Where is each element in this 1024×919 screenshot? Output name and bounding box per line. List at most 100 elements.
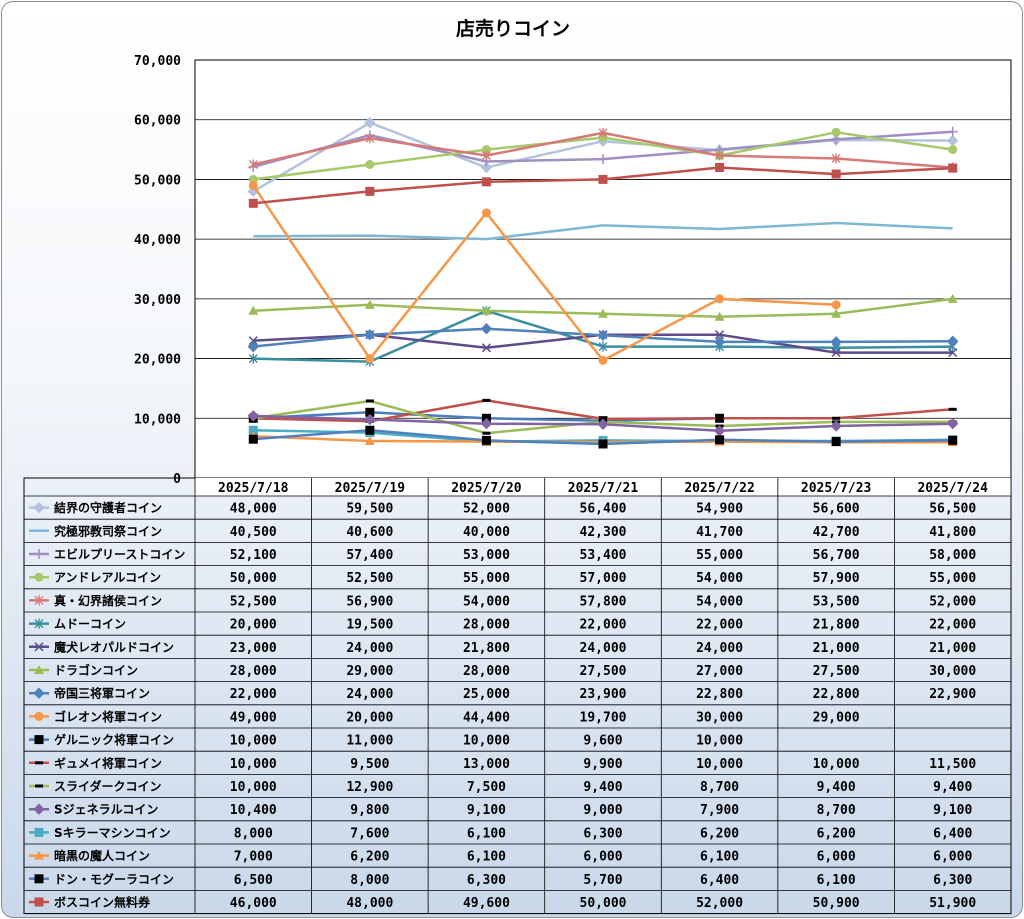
data-point (34, 874, 44, 884)
table-row: Sジェネラルコイン 10,400 9,800 9,100 9,000 7,900 8,700… (29, 803, 972, 818)
y-tick-label: 0 (173, 472, 181, 487)
series-name: 暗黒の魔人コイン (54, 848, 150, 863)
data-point (248, 336, 258, 346)
table-cell: 53,400 (580, 548, 627, 563)
data-point (365, 425, 375, 435)
data-point (947, 293, 958, 303)
table-cell: 56,600 (813, 502, 860, 517)
x-category-label: 2025/7/24 (917, 481, 988, 496)
table-cell: 22,000 (696, 618, 743, 633)
series-name: 真・幻界諸侯コイン (54, 593, 162, 608)
data-point (33, 687, 45, 699)
table-header-bg (195, 478, 1011, 496)
y-axis: 0 10,000 20,000 30,000 40,000 50,000 60,000 70,… (134, 54, 181, 487)
table-cell: 9,900 (583, 757, 622, 772)
table-cell: 6,000 (583, 850, 622, 865)
series-name: 結界の守護者コイン (54, 500, 162, 515)
table-cell: 25,000 (463, 687, 510, 702)
data-point (831, 437, 841, 447)
table-cell: 57,000 (580, 571, 627, 586)
table-cell: 9,600 (583, 734, 622, 749)
table-row: ゲルニック将軍コイン 10,000 11,000 10,000 9,600 10,000 (29, 732, 743, 749)
table-cell: 10,000 (230, 757, 277, 772)
table-row: 暗黒の魔人コイン 7,000 6,200 6,100 6,000 6,100 6,000 6,… (29, 848, 972, 865)
table-row: 帝国三将軍コイン 22,000 24,000 25,000 23,900 22,800 22… (29, 686, 976, 702)
data-point (481, 208, 491, 218)
data-point (34, 827, 44, 837)
table-cell: 21,800 (463, 641, 510, 656)
data-point (34, 618, 44, 629)
table-cell: 41,800 (929, 525, 976, 540)
table-cell: 50,000 (230, 571, 277, 586)
table-cell: 41,700 (696, 525, 743, 540)
table-cell: 10,000 (696, 757, 743, 772)
data-point (34, 642, 44, 652)
table-cell: 9,800 (350, 803, 389, 818)
table-cell: 52,500 (230, 594, 277, 609)
table-cell: 40,000 (463, 525, 510, 540)
x-category-label: 2025/7/18 (218, 481, 289, 496)
data-point (598, 355, 608, 365)
table-border (23, 477, 1012, 915)
table-cell: 56,700 (813, 548, 860, 563)
data-point (480, 323, 493, 335)
table-cell: 52,000 (463, 502, 510, 517)
data-point (482, 431, 491, 435)
series-name: Sキラーマシンコイン (54, 826, 171, 840)
table-cell: 24,000 (696, 641, 743, 656)
data-point (35, 761, 43, 765)
table-row: 魔犬レオパルドコイン 23,000 24,000 21,800 24,000 24,000… (29, 639, 976, 656)
data-point (34, 572, 44, 582)
series-name: スライダークコイン (54, 779, 162, 794)
series-name: ドン・モグーラコイン (54, 871, 174, 886)
table-cell: 48,000 (346, 896, 393, 911)
table-cell: 6,200 (817, 826, 856, 841)
table-cell: 52,500 (346, 571, 393, 586)
data-point (248, 434, 258, 444)
table-cell: 9,100 (933, 803, 972, 818)
data-point (365, 160, 375, 169)
data-point (831, 348, 841, 358)
table-cell: 28,000 (463, 664, 510, 679)
table-cell: 20,000 (346, 710, 393, 725)
table-cell: 8,700 (817, 803, 856, 818)
data-point (365, 399, 374, 403)
table-cell: 48,000 (230, 502, 277, 517)
table-cell: 40,600 (346, 525, 393, 540)
data-point (34, 595, 44, 606)
series-line (253, 221, 953, 241)
table-cell: 24,000 (346, 641, 393, 656)
data-point (248, 305, 259, 315)
table-cell: 30,000 (696, 710, 743, 725)
y-tick-label: 60,000 (134, 114, 181, 129)
table-cell: 49,600 (463, 896, 510, 911)
x-category-label: 2025/7/23 (801, 481, 871, 496)
series-name: エビルプリーストコイン (54, 547, 185, 562)
table-cell: 44,400 (463, 710, 510, 725)
data-point (831, 308, 842, 318)
table-cell: 27,000 (696, 664, 743, 679)
data-point (35, 784, 43, 788)
data-point (364, 435, 375, 445)
table-row: エビルプリーストコイン 52,100 57,400 53,000 53,400 55,00… (29, 547, 976, 563)
series-lines (247, 116, 959, 449)
series-9 (247, 323, 959, 353)
series-name: 帝国三将軍コイン (54, 686, 150, 701)
series-name: ゲルニック将軍コイン (54, 732, 174, 747)
data-point (33, 803, 45, 815)
table-cell: 53,500 (813, 594, 860, 609)
table-cell: 23,000 (230, 641, 277, 656)
table-cell: 7,000 (234, 850, 273, 865)
data-point (481, 435, 491, 445)
data-point (715, 150, 725, 161)
data-point (947, 126, 958, 137)
data-point (947, 335, 959, 347)
table-cell: 9,000 (583, 803, 622, 818)
table-cell: 49,000 (230, 710, 277, 725)
table-cell: 59,500 (346, 502, 393, 517)
table-cell: 9,400 (933, 780, 972, 795)
data-point (598, 154, 608, 165)
table-cell: 10,000 (230, 780, 277, 795)
table-cell: 52,000 (929, 594, 976, 609)
